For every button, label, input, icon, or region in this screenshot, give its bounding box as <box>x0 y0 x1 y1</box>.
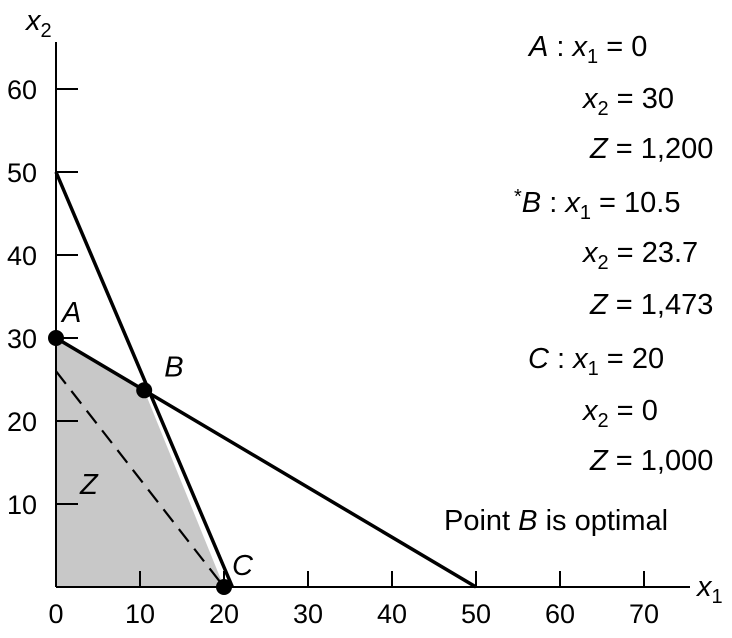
point-label-c: C <box>232 550 254 582</box>
feasible-region-layer <box>56 338 224 587</box>
y-tick-label: 30 <box>7 324 37 354</box>
ticks: 0 10 20 30 40 50 60 70 10 20 30 40 50 60 <box>7 75 659 629</box>
x-tick-label: 0 <box>48 599 63 629</box>
x-tick-label: 30 <box>293 599 323 629</box>
corner-points: A B C <box>48 297 254 595</box>
x-tick-label: 70 <box>629 599 659 629</box>
y-tick-label: 10 <box>7 490 37 520</box>
feasible-region <box>56 338 224 587</box>
y-axis-label: x2 <box>24 5 52 42</box>
y-tick-label: 40 <box>7 241 37 271</box>
point-c <box>216 579 232 595</box>
annotation-panel: A : x1 = 0 x2 = 30 Z = 1,200 *B : x1 = 1… <box>444 31 713 537</box>
annotation-a-z: Z = 1,200 <box>589 133 713 165</box>
optimal-note: Point B is optimal <box>444 505 668 537</box>
y-tick-label: 60 <box>7 75 37 105</box>
annotation-b-x1: *B : x1 = 10.5 <box>514 186 680 224</box>
x-tick-label: 10 <box>125 599 155 629</box>
constraint-line-2 <box>54 171 235 588</box>
y-tick-label: 50 <box>7 158 37 188</box>
annotation-c-x1: C : x1 = 20 <box>528 343 664 380</box>
annotation-b-x2: x2 = 23.7 <box>581 237 698 274</box>
point-b <box>136 382 153 399</box>
constraint-lines <box>54 171 477 589</box>
z-line-label: Z <box>79 469 99 501</box>
annotation-a-x1: A : x1 = 0 <box>527 31 647 68</box>
axes <box>55 42 690 588</box>
x-tick-label: 50 <box>461 599 491 629</box>
annotation-a-x2: x2 = 30 <box>581 83 674 120</box>
point-label-b: B <box>164 351 183 383</box>
y-tick-label: 20 <box>7 407 37 437</box>
x-tick-label: 40 <box>377 599 407 629</box>
x-tick-label: 60 <box>545 599 575 629</box>
constraint-line-1 <box>55 336 477 589</box>
annotation-c-z: Z = 1,000 <box>589 445 713 477</box>
x-tick-label: 20 <box>209 599 239 629</box>
point-label-a: A <box>60 297 81 329</box>
annotation-b-z: Z = 1,473 <box>589 289 713 321</box>
x-axis-label: x1 <box>695 571 723 608</box>
objective-line-z <box>55 370 225 588</box>
annotation-c-x2: x2 = 0 <box>581 395 658 432</box>
point-a <box>48 330 64 346</box>
